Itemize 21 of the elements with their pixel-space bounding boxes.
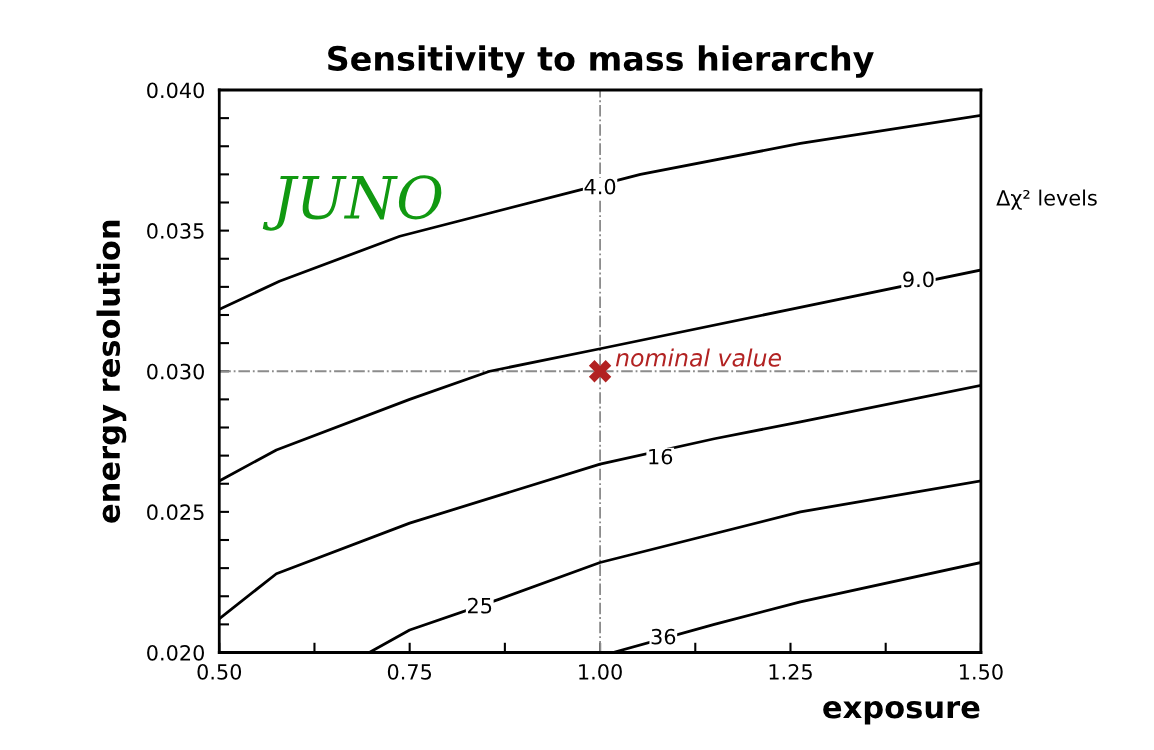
annotation: 36 [651,628,676,645]
chart-title: Sensitivity to mass hierarchy [328,45,874,78]
annotation: 9.0 [903,271,934,288]
annotation: 25 [468,597,492,614]
y-tick-label: 0.035 [147,223,204,239]
text: Δχ² levels [996,189,1097,210]
annotation: 16 [649,448,673,465]
y-axis-title: energy resolution [96,220,127,523]
y-tick-label: 0.030 [147,363,204,380]
y-tick-label: 0.020 [147,644,204,661]
x-tick-label: 1.50 [959,663,1003,680]
annotation: 4.0 [584,178,616,195]
x-tick-label: 1.25 [769,663,812,680]
series-label: nominal value [615,348,781,367]
y-tick-label: 0.040 [147,82,204,99]
x-tick-label: 0.50 [197,663,242,680]
annotation: JUNO [262,175,442,231]
x-axis-title: exposure [823,700,980,725]
y-tick-label: 0.025 [147,504,204,521]
x-tick-label: 0.75 [387,663,432,680]
x-tick-label: 1.00 [579,663,622,680]
